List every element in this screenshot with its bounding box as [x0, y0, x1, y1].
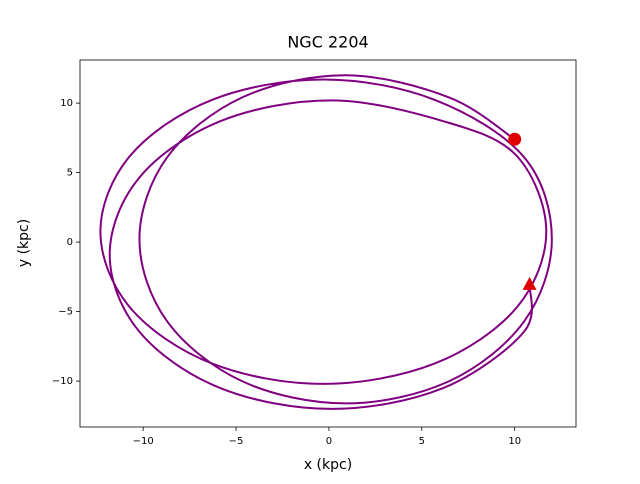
x-axis-label: x (kpc) [304, 457, 352, 473]
start-marker [508, 132, 522, 146]
y-tick-label: 10 [60, 98, 73, 109]
orbit-line [99, 74, 553, 410]
y-tick-label: −5 [58, 307, 73, 318]
y-axis-label: y (kpc) [16, 219, 32, 267]
end-marker [522, 276, 537, 290]
y-tick-label: 5 [67, 168, 73, 179]
chart-title: NGC 2204 [287, 33, 368, 52]
x-tick-label: 5 [419, 436, 425, 447]
x-tick-label: 0 [326, 436, 332, 447]
x-tick-label: −5 [229, 436, 244, 447]
x-tick-label: −10 [133, 436, 154, 447]
plot-frame [79, 59, 577, 428]
x-tick-label: 10 [508, 436, 521, 447]
y-tick-label: −10 [52, 376, 73, 387]
y-tick-label: 0 [67, 237, 73, 248]
